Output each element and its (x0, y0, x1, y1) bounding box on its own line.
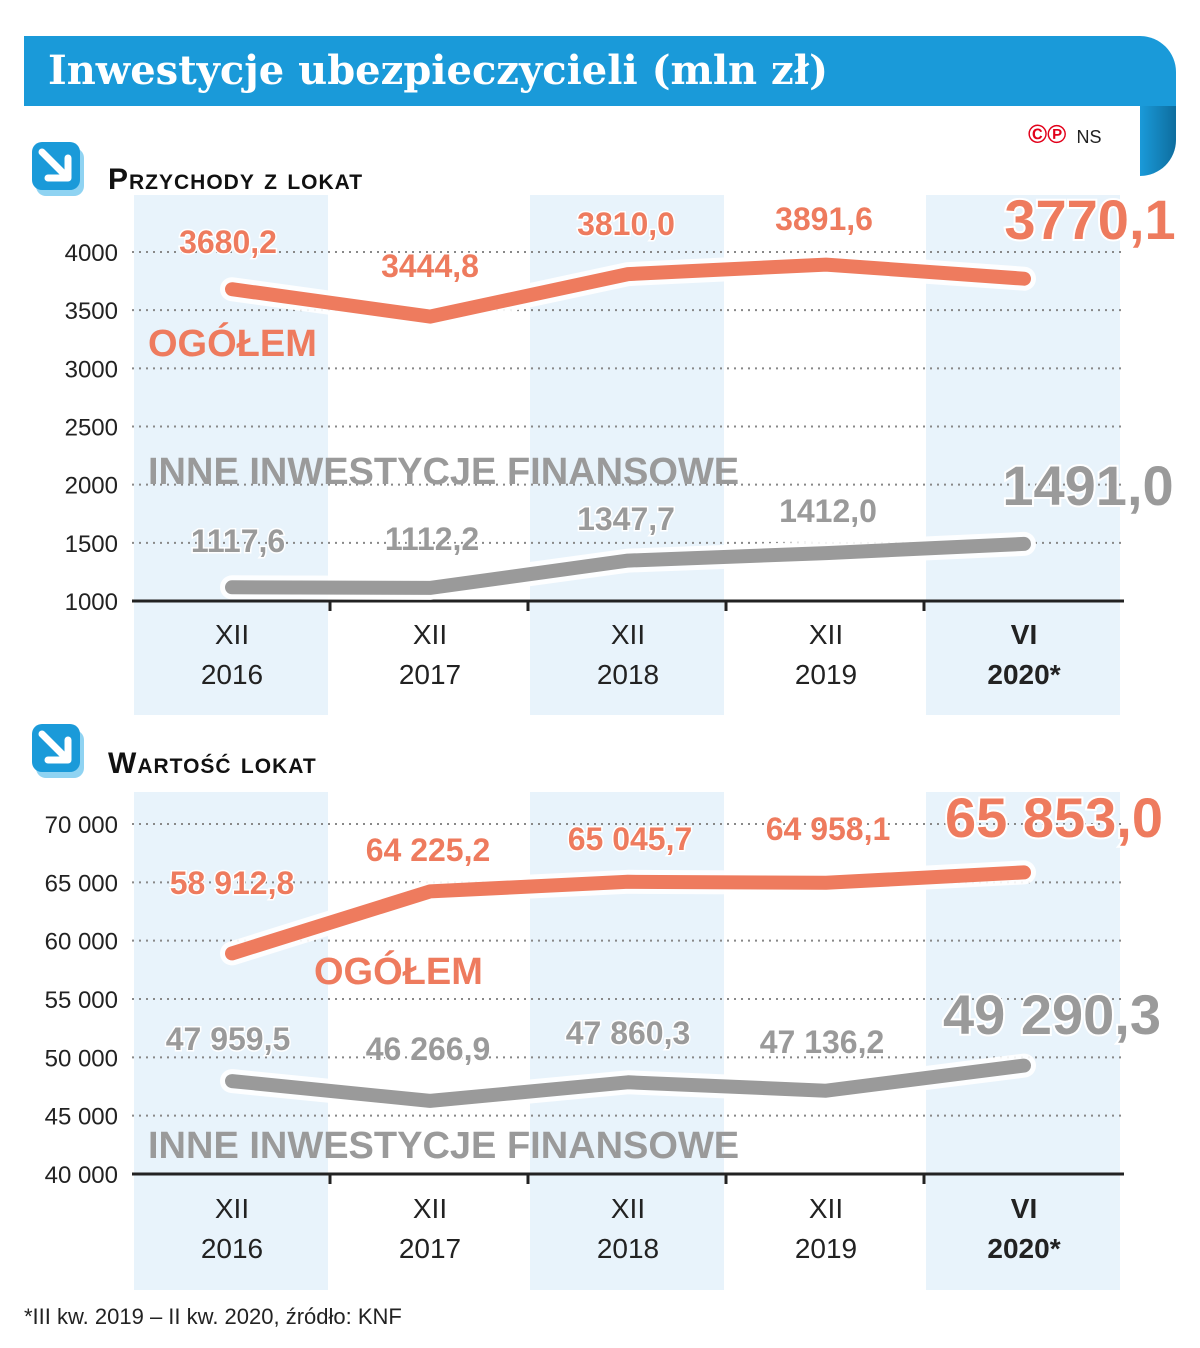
y-tick-label: 40 000 (45, 1162, 118, 1189)
data-label: 49 290,3 (943, 983, 1161, 1046)
y-tick-label: 55 000 (45, 987, 118, 1014)
x-tick-label: XII (809, 619, 843, 650)
x-tick-label: 2017 (399, 1233, 461, 1264)
x-tick-label: XII (413, 619, 447, 650)
data-label: 47 959,5 (166, 1021, 291, 1057)
data-label: 3680,2 (179, 224, 277, 260)
data-label: 3810,0 (577, 206, 675, 242)
x-tick-label: 2018 (597, 659, 659, 690)
value-chart: 70 000 65 000 60 000 55 000 50 000 45 000 40 0… (45, 784, 1165, 1290)
y-tick-label: 65 000 (45, 870, 118, 897)
data-label: 64 958,1 (766, 811, 891, 847)
series-name-label: OGÓŁEM (314, 949, 483, 993)
y-tick-label: 60 000 (45, 929, 118, 956)
data-label: 3770,1 (1004, 188, 1175, 251)
chart-1-title: Przychody z lokat (108, 163, 364, 196)
data-label: 1412,0 (779, 493, 877, 529)
x-tick-label: XII (413, 1193, 447, 1224)
data-label: 47 136,2 (760, 1024, 885, 1060)
footnote: *III kw. 2019 – II kw. 2020, źródło: KNF (24, 1304, 402, 1329)
x-tick-label: 2017 (399, 659, 461, 690)
x-tick-label: 2019 (795, 1233, 857, 1264)
copyright-symbols: ©℗ (1028, 119, 1067, 149)
x-tick-label: 2018 (597, 1233, 659, 1264)
page-title: Inwestycje ubezpieczycieli (mln zł) (48, 47, 829, 94)
x-tick-label: XII (611, 1193, 645, 1224)
x-tick-label: VI (1011, 1193, 1037, 1224)
data-label: 1347,7 (577, 501, 675, 537)
y-tick-label: 3000 (65, 356, 118, 383)
series-line-total (225, 257, 1031, 324)
x-tick-label: XII (809, 1193, 843, 1224)
y-tick-label: 4000 (65, 240, 118, 267)
x-tick-label: XII (215, 1193, 249, 1224)
copyright-mark: ©℗ NS (1028, 120, 1101, 151)
arrow-down-right-icon (32, 724, 84, 778)
series-name-label: OGÓŁEM (148, 321, 317, 365)
y-tick-label: 1500 (65, 531, 118, 558)
x-tick-label: VI (1011, 619, 1037, 650)
y-tick-label: 2000 (65, 473, 118, 500)
chart-2-title: Wartość lokat (108, 747, 317, 780)
x-tick-label: 2016 (201, 659, 263, 690)
series-line-total (225, 865, 1031, 961)
series-name-label: INNE INWESTYCJE FINANSOWE (148, 451, 739, 493)
x-tick-label: XII (215, 619, 249, 650)
credit-initials: NS (1076, 127, 1102, 147)
data-label: 3891,6 (775, 201, 873, 237)
y-tick-label: 45 000 (45, 1104, 118, 1131)
income-chart: 4000 3500 3000 2500 2000 1500 1000 XII 2016 XII 20… (65, 186, 1178, 715)
series-name-label: INNE INWESTYCJE FINANSOWE (148, 1125, 739, 1167)
arrow-down-right-icon (32, 142, 84, 196)
data-label: 46 266,9 (366, 1031, 491, 1067)
data-label: 1112,2 (385, 521, 479, 557)
x-tick-label: 2016 (201, 1233, 263, 1264)
x-tick-label: 2019 (795, 659, 857, 690)
series-line-other (225, 1058, 1031, 1108)
x-tick-label: 2020* (987, 659, 1060, 690)
y-tick-label: 70 000 (45, 812, 118, 839)
series-line-other (225, 536, 1031, 595)
y-tick-label: 50 000 (45, 1045, 118, 1072)
y-tick-label: 2500 (65, 415, 118, 442)
data-label: 1117,6 (191, 523, 285, 559)
x-tick-label: 2020* (987, 1233, 1060, 1264)
data-label: 65 853,0 (945, 786, 1163, 849)
y-tick-label: 1000 (65, 589, 118, 616)
title-banner (24, 36, 1176, 106)
column-stripe (134, 792, 328, 1290)
data-label: 47 860,3 (566, 1015, 691, 1051)
data-label: 64 225,2 (366, 832, 491, 868)
data-label: 65 045,7 (568, 821, 693, 857)
data-label: 1491,0 (1002, 454, 1173, 517)
data-label: 58 912,8 (170, 865, 295, 901)
data-label: 3444,8 (381, 248, 479, 284)
x-tick-label: XII (611, 619, 645, 650)
y-tick-label: 3500 (65, 298, 118, 325)
